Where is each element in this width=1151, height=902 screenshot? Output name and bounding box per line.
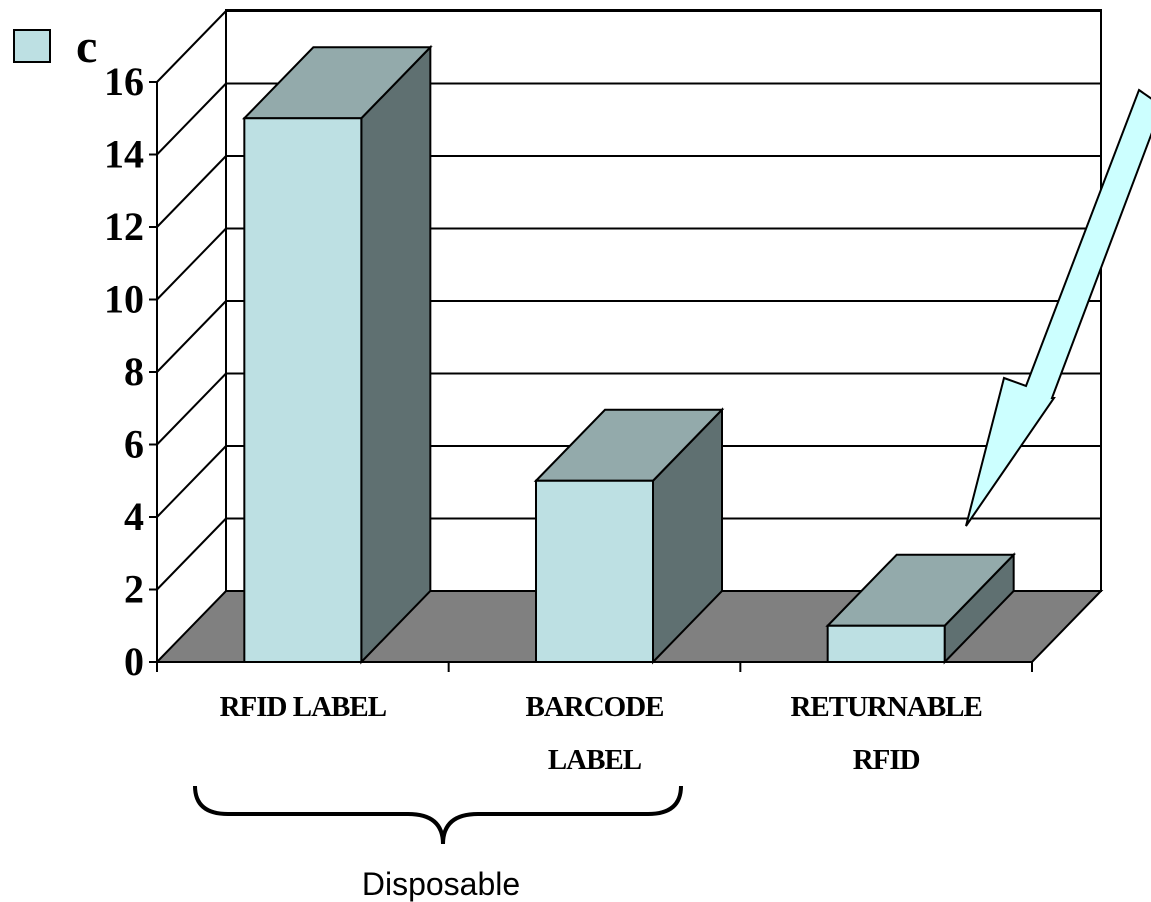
legend-label: c <box>76 20 97 73</box>
bar-front <box>826 624 946 663</box>
category-label: RFID LABEL <box>220 691 387 723</box>
y-tick-label: 16 <box>104 59 144 104</box>
bar-side <box>360 44 432 665</box>
chart-bars <box>241 44 1017 665</box>
x-axis-labels: RFID LABEL BARCODE LABEL RETURNABLE RFID <box>220 691 983 776</box>
bar <box>533 407 725 665</box>
bar <box>825 552 1017 665</box>
gridline-diagonal <box>156 227 227 301</box>
gridline-diagonal <box>156 155 227 228</box>
gridline-diagonal <box>156 372 227 446</box>
bar <box>241 44 433 665</box>
y-axis-ticks: 0 2 4 6 8 10 12 14 16 <box>104 59 157 684</box>
gridline-diagonal <box>156 300 227 373</box>
gridline-diagonal <box>156 82 227 156</box>
category-label: BARCODE <box>525 691 663 723</box>
y-tick-label: 4 <box>124 494 144 539</box>
y-tick-label: 2 <box>124 567 144 612</box>
callout-arrow-icon <box>965 88 1151 527</box>
bar-front <box>535 479 654 663</box>
category-label: RETURNABLE <box>790 691 981 723</box>
disposable-brace: Disposable <box>193 785 683 902</box>
gridline-diagonal <box>156 10 227 83</box>
y-tick-label: 8 <box>124 349 144 394</box>
y-tick-label: 12 <box>104 204 144 249</box>
legend-swatch <box>13 29 51 63</box>
gridline-diagonal <box>156 445 227 518</box>
y-tick-label: 14 <box>104 132 144 177</box>
brace-icon <box>193 785 683 845</box>
y-tick-label: 0 <box>124 639 144 684</box>
gridline-diagonal <box>156 517 227 591</box>
y-tick-label: 10 <box>104 277 144 322</box>
x-axis-ticks <box>156 662 1033 672</box>
category-label: LABEL <box>548 744 642 776</box>
legend: c <box>13 20 97 73</box>
disposable-label: Disposable <box>362 866 520 902</box>
y-tick-label: 6 <box>124 422 144 467</box>
bar-front <box>243 117 363 663</box>
category-label: RFID <box>853 744 920 776</box>
